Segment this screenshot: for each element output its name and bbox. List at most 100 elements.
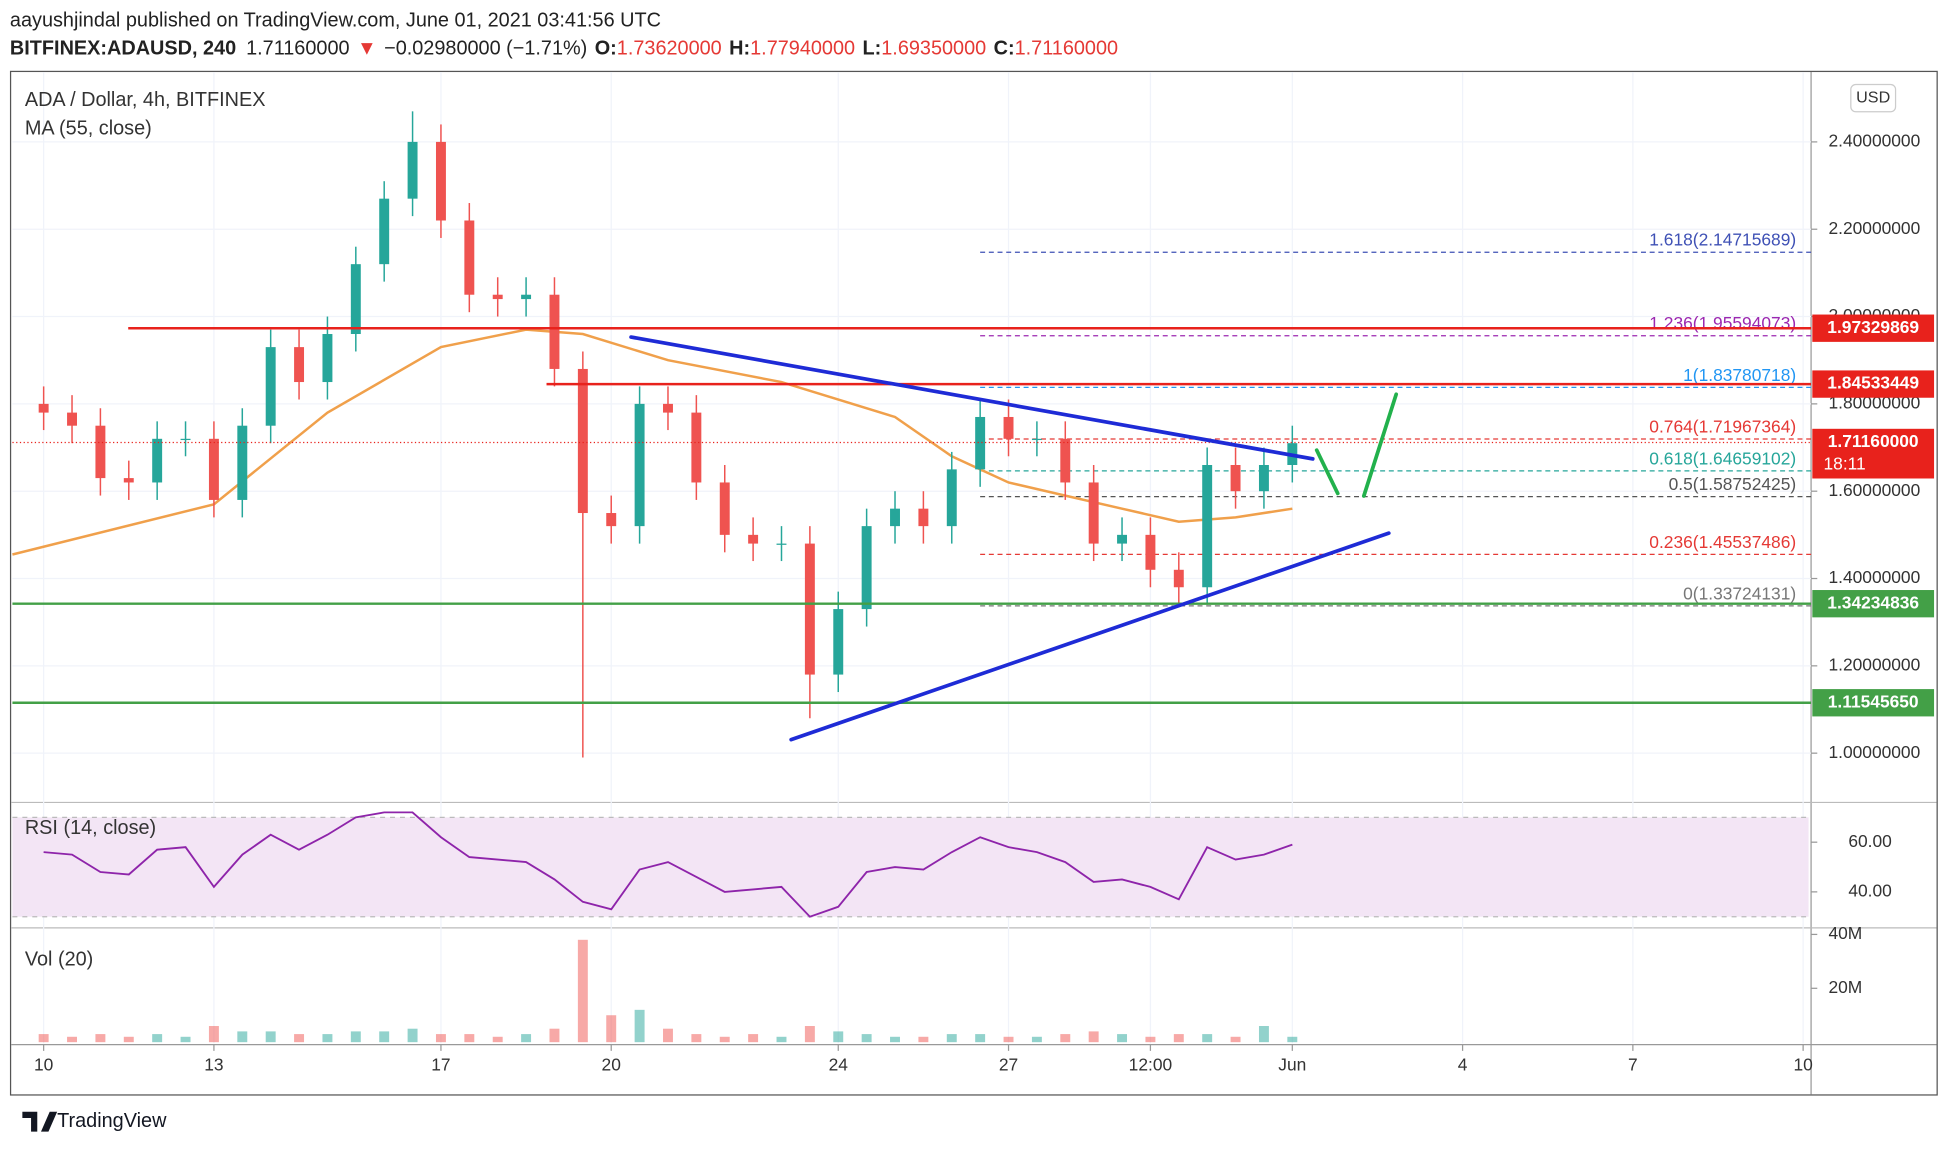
volume-bar [634, 1009, 645, 1043]
candle-body [1088, 482, 1099, 544]
price-label: 1.71160000 [1828, 431, 1919, 451]
logo: TradingView [22, 1110, 167, 1132]
fib-label: 0.236(1.45537486) [1649, 532, 1796, 552]
candle-body [407, 141, 418, 199]
y-tick-label: 1.00000000 [1828, 742, 1920, 762]
candle-body [1202, 465, 1213, 588]
currency-button[interactable] [1850, 83, 1897, 113]
fib-label: 1.618(2.14715689) [1649, 230, 1796, 250]
candle-body [890, 508, 900, 527]
x-tick-label: 24 [829, 1054, 849, 1074]
candle-body [237, 425, 248, 500]
volume-bar [492, 1036, 503, 1043]
volume-bar [265, 1031, 276, 1043]
level-label: 1.84533449 [1827, 373, 1919, 393]
candle-body [294, 347, 305, 383]
candle-body [1230, 465, 1241, 492]
candle-body [1031, 438, 1042, 441]
y-tick-label: 1.20000000 [1828, 654, 1920, 674]
x-tick-label: 20 [602, 1054, 621, 1074]
x-tick-label: 4 [1458, 1054, 1468, 1074]
candle-body [1117, 534, 1128, 544]
volume-bar [180, 1036, 191, 1043]
level-tag [1812, 314, 1935, 342]
volume-bar [1258, 1026, 1269, 1043]
y-tick-label: 2.20000000 [1828, 218, 1920, 238]
volume-bar [1145, 1036, 1156, 1043]
currency: USD [1856, 88, 1890, 106]
fib-label: 1(1.83780718) [1683, 365, 1796, 385]
l-value: 1.69350000 [881, 38, 986, 60]
volume-bar [379, 1031, 390, 1043]
fib-label: 0.5(1.58752425) [1669, 474, 1797, 494]
candle-body [861, 526, 872, 610]
candle-body [265, 347, 276, 426]
volume-bar [946, 1034, 957, 1043]
volume-bar [1117, 1034, 1128, 1043]
level-label: 1.11545650 [1828, 691, 1919, 711]
candle-body [435, 141, 446, 221]
frame [9, 70, 1938, 1096]
change: −0.02980000 (−1.71%) [384, 38, 587, 60]
volume-bar [1287, 1036, 1298, 1043]
x-tick-label: 10 [34, 1054, 53, 1074]
symbol-line: BITFINEX:ADAUSD, 240 1.71160000 ▼ −0.029800… [10, 38, 1118, 60]
trend-line [629, 335, 1315, 461]
candle-body [833, 609, 844, 675]
volume-legend: Vol (20) [25, 948, 93, 970]
logo-icon [22, 1111, 58, 1132]
candle-body [208, 438, 219, 500]
volume-bar [350, 1031, 361, 1043]
level-label: 1.34234836 [1827, 592, 1919, 612]
volume-bar [1060, 1034, 1071, 1043]
c-label: C: [994, 38, 1015, 60]
volume-bar [1031, 1036, 1042, 1043]
candle-body [549, 294, 560, 369]
rsi-band [12, 817, 1809, 917]
volume-bar [208, 1026, 219, 1043]
level-tag [1812, 689, 1935, 717]
fib-label: 1.236(1.95594073) [1649, 313, 1796, 333]
y-tick-label: 1.60000000 [1828, 480, 1920, 500]
candle-body [577, 368, 588, 514]
chart-title: ADA / Dollar, 4h, BITFINEX [25, 89, 266, 111]
candle-body [95, 425, 106, 479]
candle-body [748, 534, 759, 544]
y-tick-label: 20M [1828, 977, 1862, 997]
c-value: 1.71160000 [1015, 38, 1118, 60]
candle-body [634, 403, 645, 527]
volume-bar [1202, 1034, 1213, 1043]
volume-bar [691, 1034, 702, 1043]
brand: TradingView [57, 1110, 167, 1132]
volume-bar [407, 1028, 418, 1043]
candle-body [492, 294, 503, 300]
arrow: ▼ [357, 38, 377, 60]
volume-bar [890, 1036, 900, 1043]
x-tick-label: Jun [1278, 1054, 1306, 1074]
volume-bar [663, 1028, 673, 1043]
volume-bar [95, 1034, 106, 1043]
x-tick-label: 27 [999, 1054, 1018, 1074]
x-tick-label: 13 [204, 1054, 223, 1074]
candle-body [719, 482, 730, 535]
candle-body [1060, 438, 1071, 483]
volume-bar [152, 1034, 163, 1043]
volume-bar [606, 1015, 617, 1043]
y-tick-label: 1.40000000 [1828, 567, 1920, 587]
rsi-legend: RSI (14, close) [25, 817, 156, 839]
x-tick-label: 17 [431, 1054, 450, 1074]
volume-bar [549, 1028, 560, 1043]
last: 1.71160000 [246, 38, 349, 60]
fib-label: 0(1.33724131) [1683, 583, 1796, 603]
candle-body [123, 478, 134, 483]
volume-bar [521, 1034, 532, 1043]
o-value: 1.73620000 [617, 38, 722, 60]
volume-bar [975, 1034, 986, 1043]
x-tick-label: 10 [1793, 1054, 1812, 1074]
candle-body [67, 412, 77, 426]
candle-body [379, 198, 390, 265]
o-label: O: [595, 38, 617, 60]
plot-layer: 10 13 17 20 24 27 12:00 Jun 4 7 10 1.00000000 1.2000… [12, 72, 1935, 1074]
candle-body [691, 412, 702, 483]
